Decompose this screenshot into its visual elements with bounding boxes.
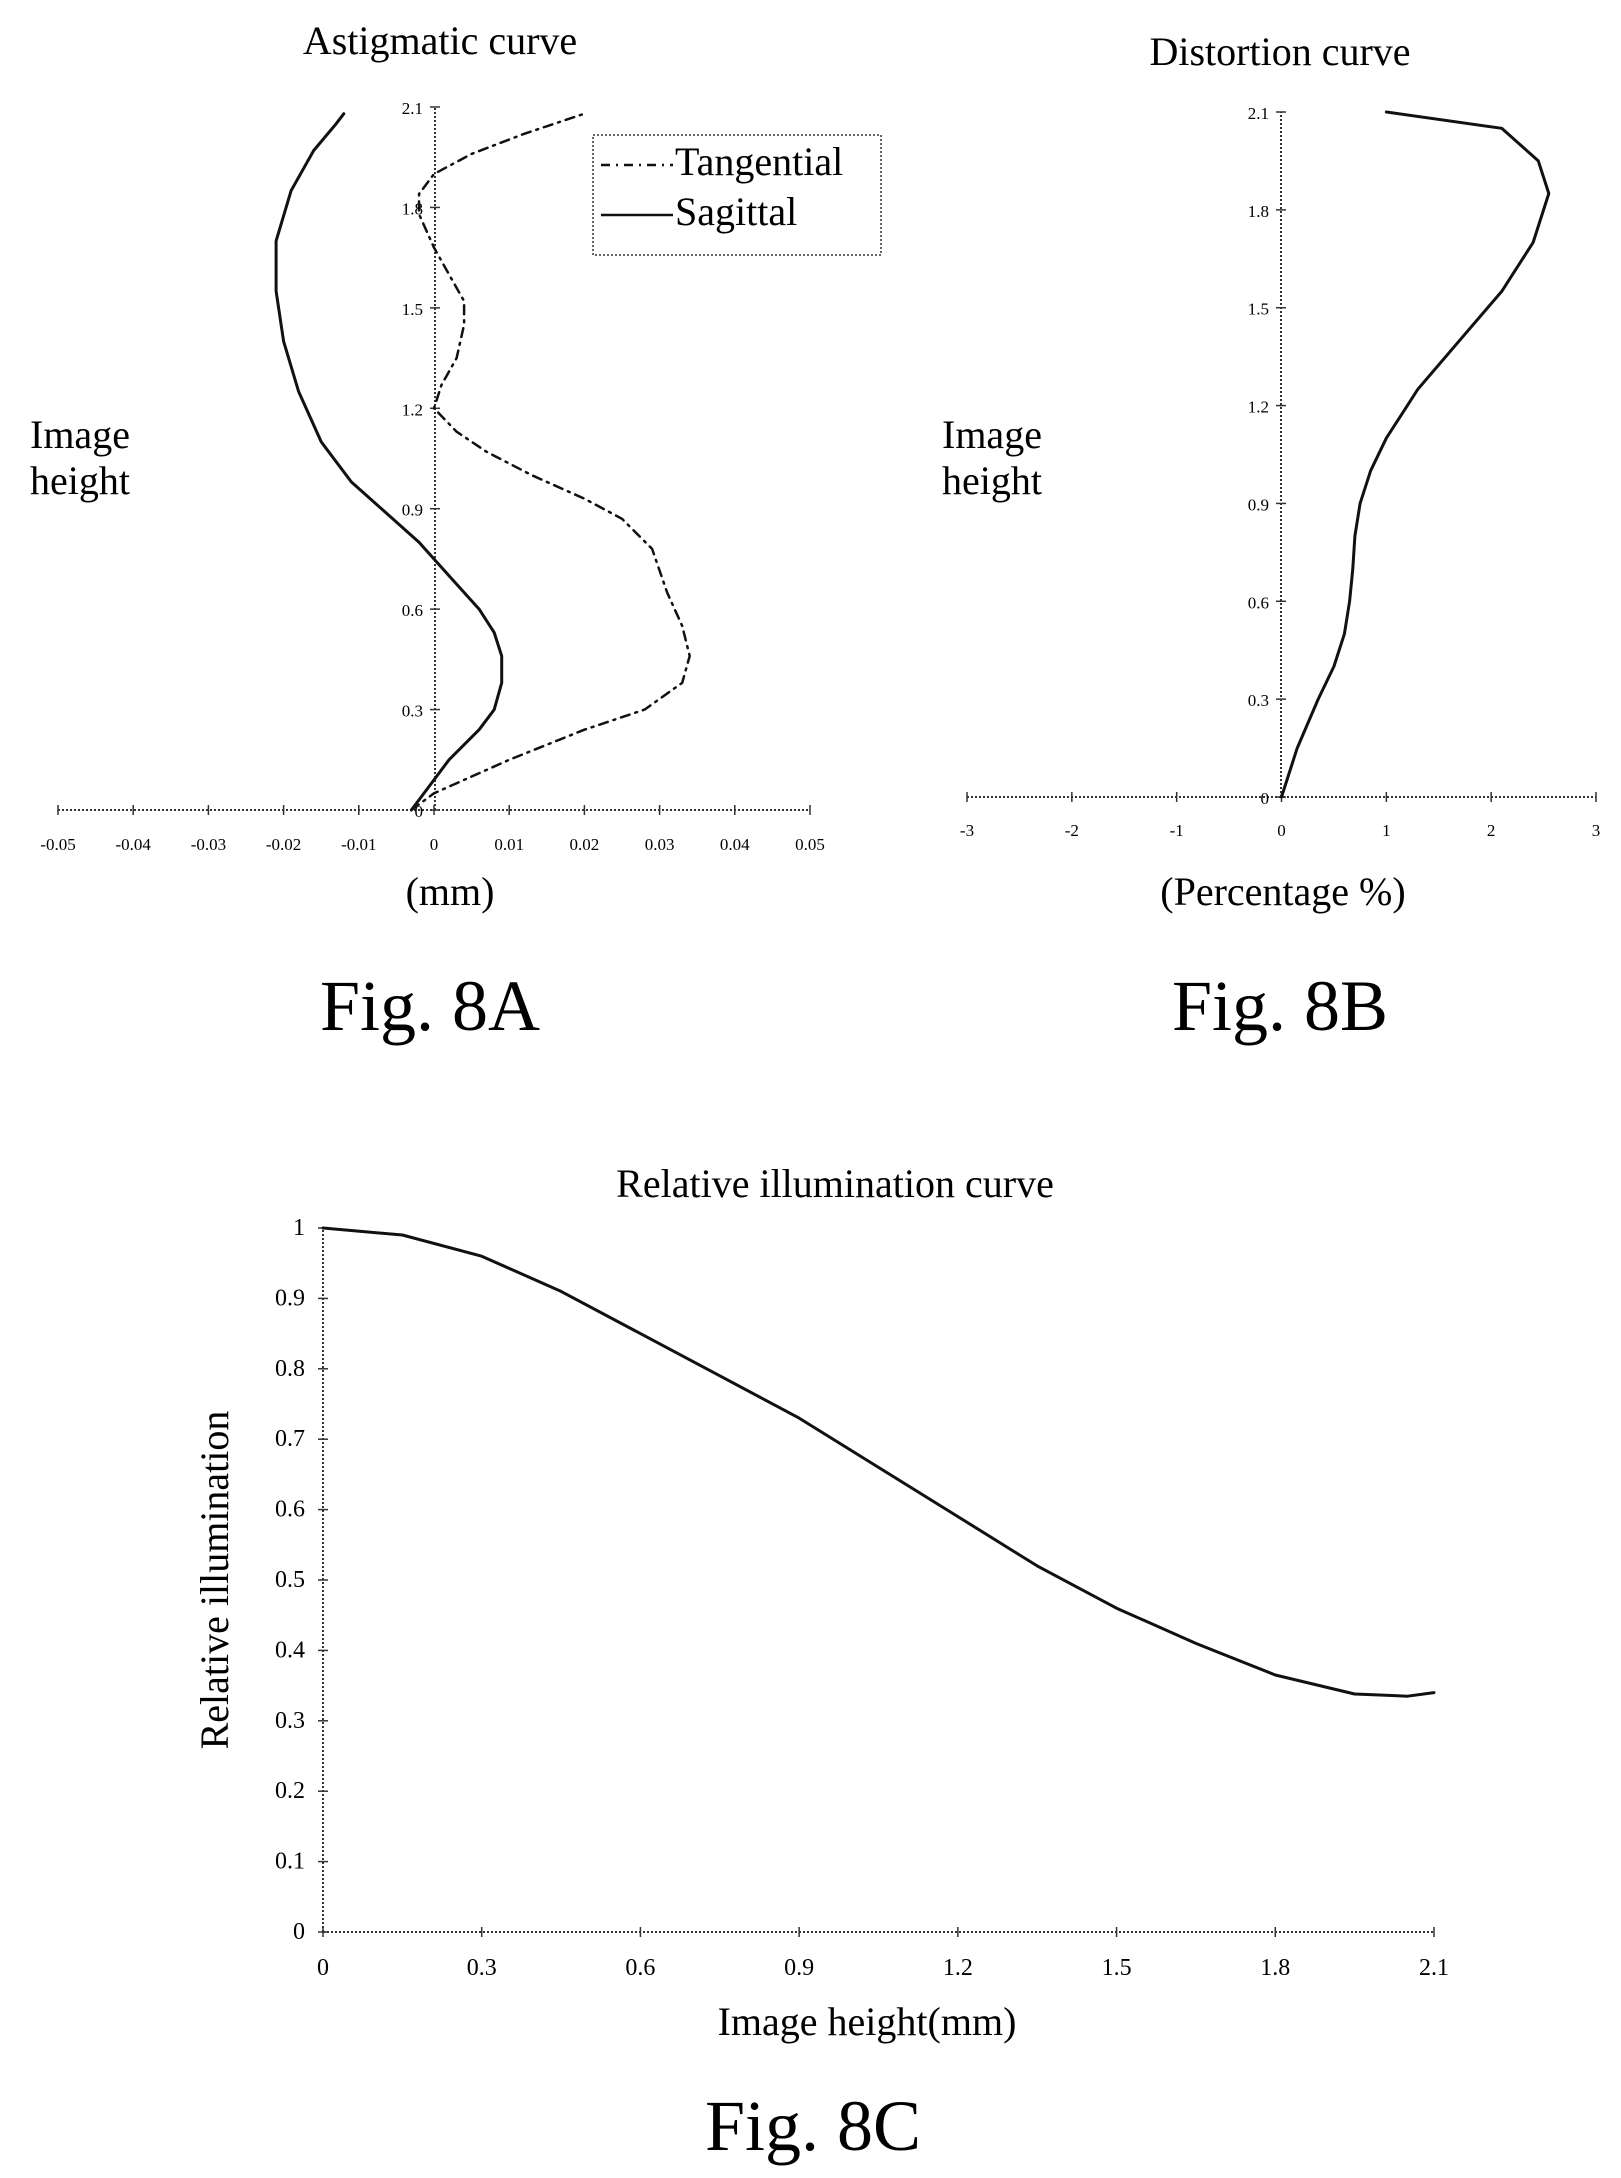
x-tick-label: -0.03: [191, 835, 226, 854]
x-tick-label: -3: [960, 821, 974, 840]
figure-caption: Fig. 8C: [705, 2086, 921, 2166]
y-tick-label: 0.4: [275, 1637, 305, 1663]
y-tick-label: 0.9: [402, 501, 423, 520]
x-tick-label: 2.1: [1419, 1955, 1449, 1981]
x-tick-label: 0.3: [467, 1955, 497, 1981]
x-tick-label: -0.05: [40, 835, 75, 854]
x-tick-label: 0.03: [645, 835, 675, 854]
x-tick-label: 0: [1277, 821, 1286, 840]
x-tick-label: -1: [1170, 821, 1184, 840]
x-tick-label: 1.8: [1260, 1955, 1290, 1981]
x-tick-label: 0.04: [720, 835, 750, 854]
fig8b-chart: Distortion curve -3 -2 -1 0 1 2 3 0 0.3 0.6 0.9 1.2 1…: [942, 29, 1600, 1046]
chart-title: Distortion curve: [1149, 29, 1410, 74]
y-tick-label: 0.6: [402, 601, 423, 620]
y-tick-label: 1.5: [402, 300, 423, 319]
y-tick-label: 1.5: [1248, 300, 1269, 319]
y-tick-label: 0.3: [1248, 691, 1269, 710]
x-tick-label: -0.01: [341, 835, 376, 854]
y-axis-label: Image height: [30, 412, 130, 503]
y-tick-label: 0.6: [1248, 593, 1269, 612]
legend-box: [592, 134, 882, 256]
x-tick-label: -0.02: [266, 835, 301, 854]
legend: Tangential Sagittal: [592, 134, 882, 256]
x-tick-label: 1: [1382, 821, 1391, 840]
y-tick-label: 1: [293, 1215, 305, 1241]
y-tick-label: 0.9: [275, 1285, 305, 1311]
y-tick-label: 2.1: [1248, 104, 1269, 123]
x-tick-label: 0.9: [784, 1955, 814, 1981]
x-tick-label: 0.05: [795, 835, 825, 854]
figure-caption: Fig. 8B: [1172, 966, 1388, 1046]
x-tick-label: -0.04: [115, 835, 151, 854]
y-tick-label: 0: [1261, 789, 1270, 808]
y-tick-label: 0.1: [275, 1849, 305, 1875]
x-tick-label: 1.2: [943, 1955, 973, 1981]
y-tick-label: 0.8: [275, 1356, 305, 1382]
y-tick-label: 0.3: [275, 1708, 305, 1734]
x-axis-label: (Percentage %): [1160, 869, 1405, 914]
x-tick-label: 0: [430, 835, 439, 854]
series-line-sagittal: [274, 112, 504, 812]
legend-label-sagittal: Sagittal: [675, 189, 797, 234]
series-line-tangential: [410, 112, 691, 812]
chart-title: Astigmatic curve: [303, 18, 577, 63]
y-tick-label: 0.5: [275, 1567, 305, 1593]
y-tick-label: 2.1: [402, 99, 423, 118]
y-tick-label: 0.7: [275, 1426, 305, 1452]
x-tick-label: 1.5: [1102, 1955, 1132, 1981]
series-line-series-0: [321, 1226, 1436, 1698]
x-tick-label: 0.01: [494, 835, 524, 854]
legend-label-tangential: Tangential: [675, 139, 843, 184]
y-tick-label: 0: [293, 1919, 305, 1945]
y-tick-label: 1.8: [402, 199, 423, 218]
y-tick-label: 0.9: [1248, 495, 1269, 514]
x-tick-label: 0: [317, 1955, 329, 1981]
figure-caption: Fig. 8A: [320, 966, 540, 1046]
x-tick-label: 2: [1487, 821, 1496, 840]
chart-title: Relative illumination curve: [616, 1161, 1054, 1206]
y-tick-label: 0.3: [402, 702, 423, 721]
series-line-series-0: [1280, 110, 1551, 799]
y-tick-label: 1.8: [1248, 202, 1269, 221]
y-tick-label: 0: [415, 802, 424, 821]
x-axis-label: (mm): [406, 869, 495, 914]
x-axis-label: Image height(mm): [718, 1999, 1017, 2044]
fig8c-chart: Relative illumination curve 0 0.3 0.6 0.9 1.2…: [192, 1161, 1449, 2166]
y-axis-label: Relative illumination: [192, 1411, 237, 1750]
x-tick-label: -2: [1065, 821, 1079, 840]
x-tick-label: 0.02: [570, 835, 600, 854]
y-tick-label: 0.2: [275, 1778, 305, 1804]
fig8a-chart: Astigmatic curve -0.05 -0.04 -0.03 -0.02 -0.0…: [30, 18, 882, 1046]
y-tick-label: 1.2: [402, 400, 423, 419]
y-axis-label: Image height: [942, 412, 1042, 503]
x-tick-label: 0.6: [625, 1955, 655, 1981]
x-tick-label: 3: [1592, 821, 1601, 840]
y-tick-label: 1.2: [1248, 398, 1269, 417]
y-tick-label: 0.6: [275, 1497, 305, 1523]
